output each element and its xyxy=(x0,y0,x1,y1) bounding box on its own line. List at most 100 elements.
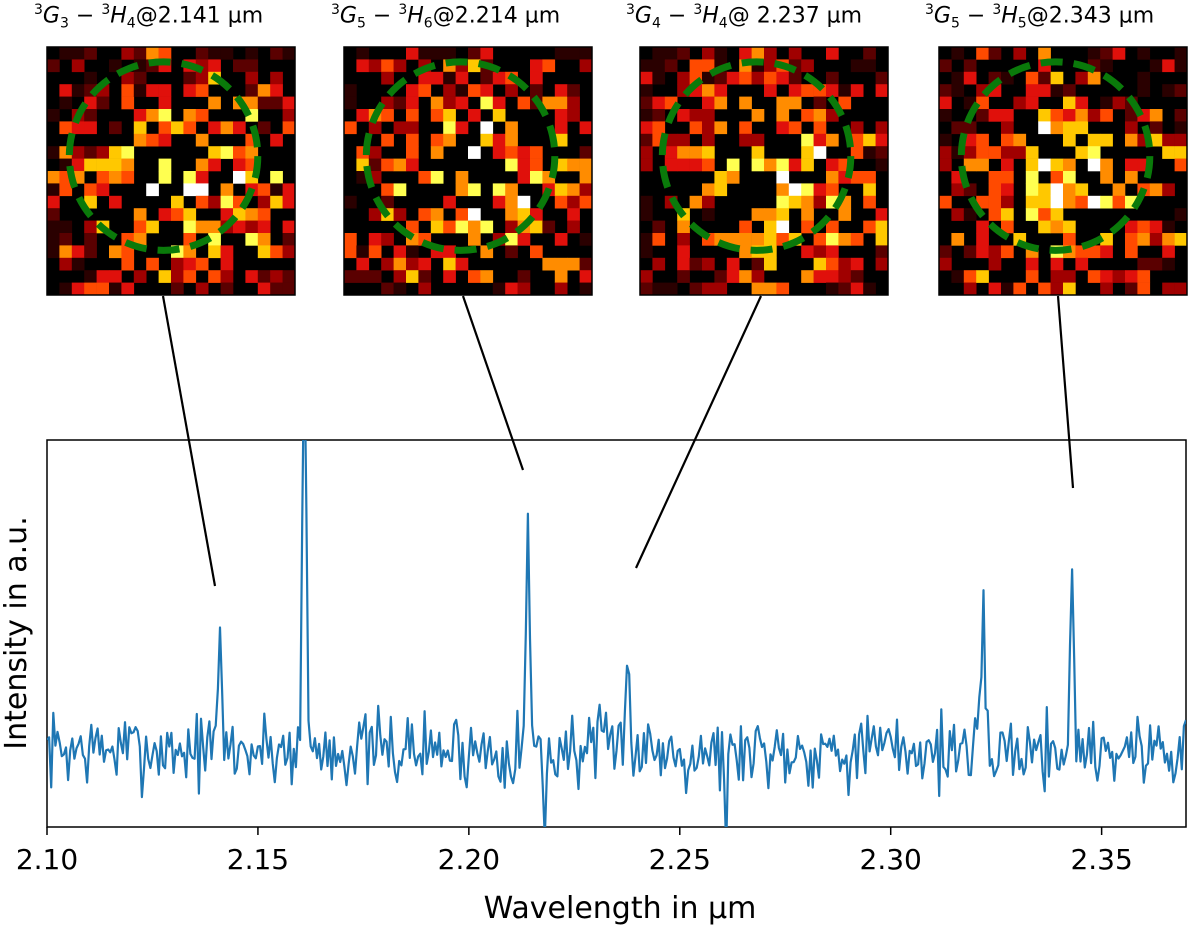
connector-line xyxy=(1056,295,1075,489)
inset-pixel xyxy=(1038,195,1051,209)
inset-pixel xyxy=(257,233,271,246)
inset-pixel xyxy=(1112,270,1126,283)
inset-title: 3G3 − 3H4@2.141 µm xyxy=(34,2,264,32)
inset-pixel xyxy=(813,133,827,147)
inset-pixel xyxy=(1001,121,1014,135)
inset-pixel xyxy=(84,270,97,283)
inset-pixel xyxy=(393,282,407,296)
inset-pixel xyxy=(257,270,271,283)
inset-pixel xyxy=(875,233,889,246)
inset-pixel xyxy=(1063,171,1076,184)
inset-pixel xyxy=(1025,183,1039,197)
inset-pixel xyxy=(542,257,556,271)
connector-line xyxy=(161,295,217,587)
inset-pixel xyxy=(96,270,110,283)
inset-pixel xyxy=(850,59,864,73)
inset-pixel xyxy=(344,195,357,209)
inset-pixel xyxy=(963,121,977,135)
inset-pixel xyxy=(1050,257,1064,271)
inset-pixel xyxy=(1087,270,1101,283)
inset-pixel xyxy=(1100,109,1113,122)
inset-pixel xyxy=(245,233,259,246)
inset-pixel xyxy=(133,233,147,246)
inset-pixel xyxy=(245,146,259,159)
inset-pixel xyxy=(988,146,1002,159)
inset-pixel xyxy=(47,183,60,197)
inset-roi-circle xyxy=(957,58,1154,254)
inset-pixel xyxy=(171,121,184,135)
inset-pixel xyxy=(1050,270,1064,283)
inset-pixel xyxy=(455,220,469,234)
inset-pixel xyxy=(702,282,715,296)
inset-pixel xyxy=(976,245,989,259)
inset-pixel xyxy=(764,47,777,60)
inset-pixel xyxy=(875,71,889,85)
inset-pixel xyxy=(640,282,653,296)
inset-pixel xyxy=(233,220,246,234)
inset-pixel xyxy=(368,121,382,135)
spectrum-plot: 2.10 2.15 2.20 2.25 2.30 2.35 Wavelength in µ… xyxy=(0,439,1187,926)
inset-pixel xyxy=(530,158,543,172)
inset-pixel xyxy=(1013,96,1027,110)
inset-pixel xyxy=(443,195,456,209)
inset-pixel xyxy=(726,71,740,85)
inset-pixel xyxy=(381,257,394,271)
inset-pixel xyxy=(233,171,246,184)
inset-pixel xyxy=(1125,109,1138,122)
inset-pixel xyxy=(47,245,60,259)
inset-frame xyxy=(46,46,296,296)
inset-pixel xyxy=(171,282,184,296)
inset-pixel xyxy=(1063,158,1076,172)
inset-pixel xyxy=(702,183,715,197)
inset-pixel xyxy=(233,146,246,159)
inset-pixel xyxy=(976,233,989,246)
inset-pixel xyxy=(257,282,271,296)
inset-pixel xyxy=(788,71,802,85)
inset-pixel xyxy=(801,158,814,172)
inset-pixel xyxy=(554,257,568,271)
inset-pixel xyxy=(579,195,593,209)
inset-pixel xyxy=(1038,121,1051,135)
inset-pixel xyxy=(406,245,419,259)
inset-pixel xyxy=(245,208,259,221)
inset-pixel xyxy=(282,183,296,197)
inset-pixel xyxy=(652,109,666,122)
inset-pixel xyxy=(554,121,568,135)
inset-pixel xyxy=(1050,109,1064,122)
inset-pixel xyxy=(109,121,122,135)
inset-pixel xyxy=(195,133,209,147)
inset-pixel xyxy=(976,195,989,209)
inset-pixel xyxy=(988,208,1002,221)
inset-pixel xyxy=(1100,96,1113,110)
inset-pixel xyxy=(443,257,456,271)
inset-pixel xyxy=(1063,282,1076,296)
inset-pixel xyxy=(96,282,110,296)
inset-pixel xyxy=(146,84,159,97)
inset-pixel xyxy=(1025,171,1039,184)
inset-pixel xyxy=(1063,96,1076,110)
inset-pixel xyxy=(988,195,1002,209)
inset-pixel xyxy=(195,171,209,184)
inset-pixel xyxy=(788,84,802,97)
inset-pixel xyxy=(517,282,531,296)
inset-pixel xyxy=(776,158,790,172)
inset-pixel xyxy=(652,220,666,234)
inset-pixel xyxy=(939,109,952,122)
inset-pixel xyxy=(195,109,209,122)
inset-pixel xyxy=(59,47,73,60)
inset-frame xyxy=(343,46,593,296)
inset-pixel xyxy=(579,270,593,283)
inset-pixel xyxy=(714,121,728,135)
inset-pixel xyxy=(71,121,85,135)
inset-pixel xyxy=(689,158,703,172)
inset-pixel xyxy=(850,233,864,246)
inset-pixel xyxy=(443,270,456,283)
inset-pixel xyxy=(530,71,543,85)
inset-pixel xyxy=(368,233,382,246)
inset-pixel xyxy=(84,158,97,172)
inset-pixel xyxy=(714,270,728,283)
inset-pixel xyxy=(702,59,715,73)
inset-pixel xyxy=(813,195,827,209)
inset-pixel xyxy=(988,245,1002,259)
inset-pixel xyxy=(567,96,580,110)
